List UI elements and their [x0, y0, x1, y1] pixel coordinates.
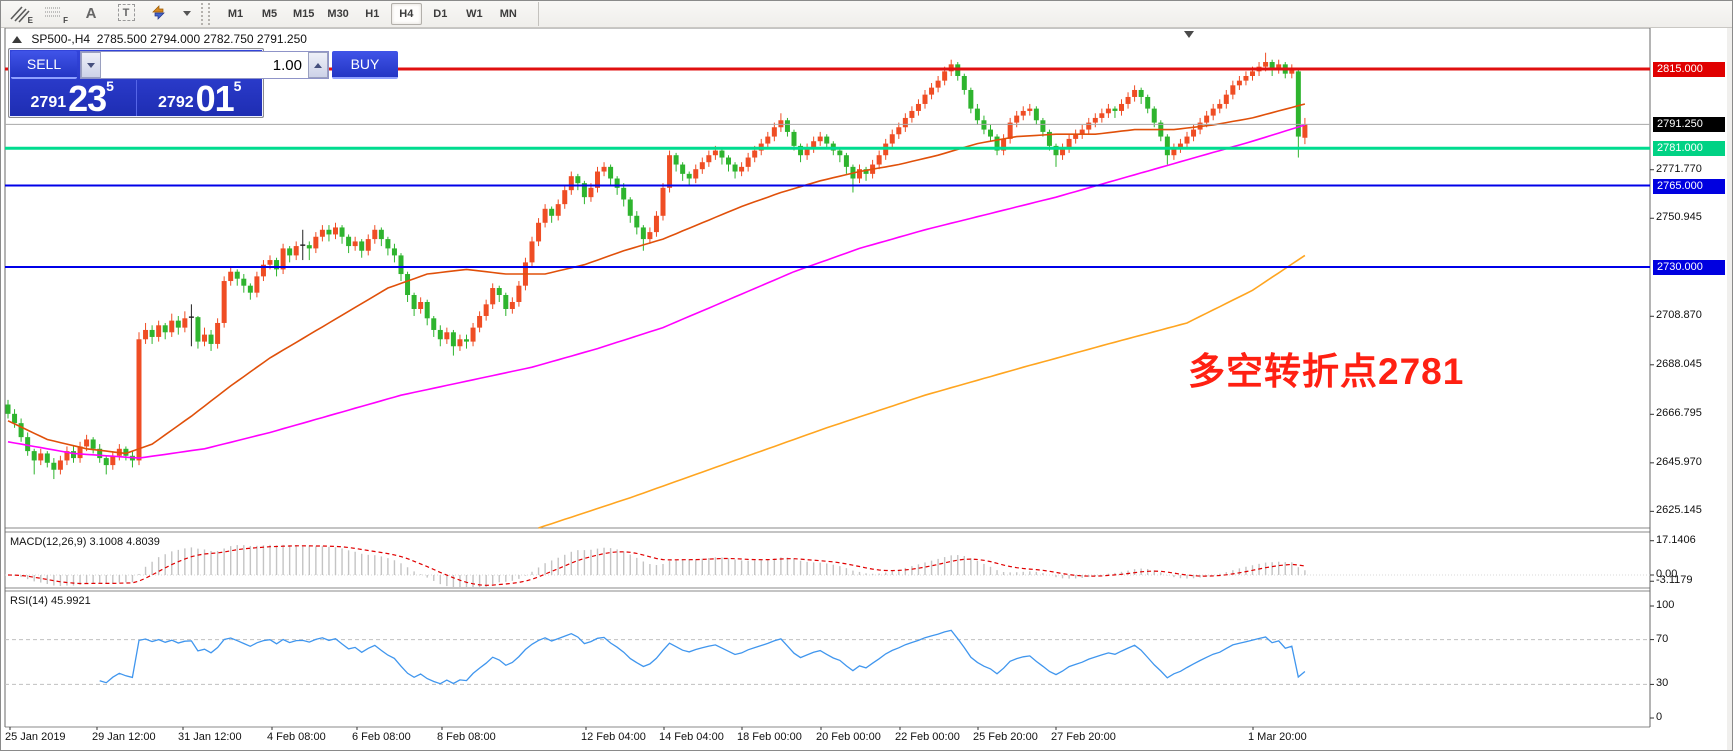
hatch-lines-e-icon[interactable]: E: [8, 3, 34, 25]
volume-decrease-button[interactable]: [81, 52, 101, 78]
volume-stepper: [80, 51, 329, 79]
date-label: 29 Jan 12:00: [92, 731, 156, 743]
date-label: 8 Feb 08:00: [437, 731, 496, 743]
timeframe-button-h1[interactable]: H1: [357, 3, 388, 25]
buy-price-sup: 5: [233, 78, 242, 94]
timeframe-button-d1[interactable]: D1: [425, 3, 456, 25]
text-tool-icon[interactable]: T: [113, 3, 139, 25]
axis-label-2708.870: 2708.870: [1656, 309, 1702, 322]
symbol-title-line: SP500-,H4 2785.500 2794.000 2782.750 279…: [12, 32, 307, 46]
arrows-tool-icon[interactable]: [148, 3, 174, 25]
axis-label-2645.970: 2645.970: [1656, 455, 1702, 468]
price-badge-2730.000: 2730.000: [1653, 260, 1725, 276]
date-label: 6 Feb 08:00: [352, 731, 411, 743]
axis-label-0.00: 0.00: [1656, 568, 1678, 580]
chart-shift-marker-icon[interactable]: [1184, 31, 1194, 38]
axis-label-30: 30: [1656, 677, 1669, 690]
price-badge-2765.000: 2765.000: [1653, 178, 1725, 194]
arrows-dropdown-caret-icon[interactable]: [183, 11, 191, 16]
ma-slow-orange: [538, 254, 1306, 529]
text-label-icon[interactable]: A: [85, 5, 97, 22]
axis-label--3.1179: -3.1179: [1656, 574, 1693, 587]
ma-mid-magenta: [7, 124, 1306, 459]
timeframe-button-group: M1 M5 M15 M30 H1 H4 D1 W1 MN: [220, 2, 524, 25]
ma-fast-orangered: [7, 103, 1306, 455]
buy-button[interactable]: BUY: [332, 51, 398, 79]
date-label: 14 Feb 04:00: [659, 731, 724, 743]
candles-layer: [5, 52, 1308, 480]
symbol-collapse-icon[interactable]: [12, 36, 22, 43]
timeframe-button-m5[interactable]: M5: [254, 3, 285, 25]
buy-price-display[interactable]: 2792 01 5: [137, 78, 264, 119]
axis-label-2688.045: 2688.045: [1656, 357, 1702, 370]
chevron-down-icon: [87, 62, 95, 68]
rsi-line: [99, 629, 1306, 685]
date-label: 31 Jan 12:00: [178, 731, 242, 743]
symbol-name: SP500-,H4: [31, 32, 91, 46]
axis-label-2666.795: 2666.795: [1656, 407, 1702, 420]
date-label: 12 Feb 04:00: [581, 731, 646, 743]
one-click-trading-panel: SELL BUY 2791 23 5 2792 01 5: [8, 48, 398, 119]
toolbar-grip-handle[interactable]: [201, 2, 210, 25]
arrows-glyph: [152, 4, 165, 20]
toolbar-separator: [537, 1, 539, 26]
macd-signal-line: [7, 545, 1305, 586]
price-badge-2781.000: 2781.000: [1653, 141, 1725, 157]
macd-indicator-label: MACD(12,26,9) 3.1008 4.8039: [10, 536, 160, 548]
macd-histogram: [5, 544, 1650, 587]
axis-label-2625.145: 2625.145: [1656, 504, 1702, 517]
date-label: 1 Mar 20:00: [1248, 731, 1307, 743]
hatch-lines-glyph: [10, 5, 30, 23]
date-label: 22 Feb 00:00: [895, 731, 960, 743]
axis-label-2771.770: 2771.770: [1656, 162, 1702, 175]
axis-label-17.1406: 17.1406: [1656, 533, 1696, 546]
volume-input[interactable]: [101, 52, 308, 78]
axis-label-0: 0: [1656, 711, 1663, 723]
date-label: 18 Feb 00:00: [737, 731, 802, 743]
window-edge: [1727, 28, 1733, 751]
timeframe-button-mn[interactable]: MN: [493, 3, 524, 25]
sell-price-big: 23: [68, 78, 107, 119]
date-label: 25 Jan 2019: [5, 731, 66, 743]
timeframe-button-m15[interactable]: M15: [288, 3, 319, 25]
trade-panel-price-row: 2791 23 5 2792 01 5: [9, 78, 264, 119]
timeframe-button-m1[interactable]: M1: [220, 3, 251, 25]
sell-price-sup: 5: [106, 78, 114, 94]
date-label: 4 Feb 08:00: [267, 731, 326, 743]
grid-glyph: [45, 7, 61, 16]
sell-price-display[interactable]: 2791 23 5: [9, 78, 137, 119]
date-label: 27 Feb 20:00: [1051, 731, 1116, 743]
axis-label-100: 100: [1656, 599, 1675, 611]
trade-panel-top-row: SELL BUY: [9, 49, 398, 79]
grid-f-icon[interactable]: F: [43, 3, 69, 25]
date-label: 20 Feb 00:00: [816, 731, 881, 743]
axis-label-70: 70: [1656, 632, 1669, 645]
timeframe-button-w1[interactable]: W1: [459, 3, 490, 25]
date-label: 25 Feb 20:00: [973, 731, 1038, 743]
sell-price-prefix: 2791: [30, 94, 67, 111]
buy-price-prefix: 2792: [158, 94, 194, 111]
top-toolbar: E F A T M1 M5 M15 M30 H1 H4 D1 W1 MN: [0, 0, 1733, 28]
buy-price-big: 01: [195, 78, 235, 119]
chevron-up-icon: [314, 62, 322, 68]
rsi-indicator-label: RSI(14) 45.9921: [10, 595, 91, 607]
symbol-ohlc-values: 2785.500 2794.000 2782.750 2791.250: [96, 32, 307, 46]
timeframe-button-m30[interactable]: M30: [322, 3, 353, 25]
timeframe-button-h4[interactable]: H4: [390, 2, 422, 25]
volume-increase-button[interactable]: [308, 52, 328, 78]
price-badge-2815.000: 2815.000: [1653, 62, 1725, 77]
sell-button[interactable]: SELL: [11, 51, 77, 79]
price-badge-2791.250: 2791.250: [1653, 117, 1725, 133]
axis-label-2750.945: 2750.945: [1656, 211, 1702, 224]
chart-text-annotation: 多空转折点2781: [1188, 351, 1465, 392]
